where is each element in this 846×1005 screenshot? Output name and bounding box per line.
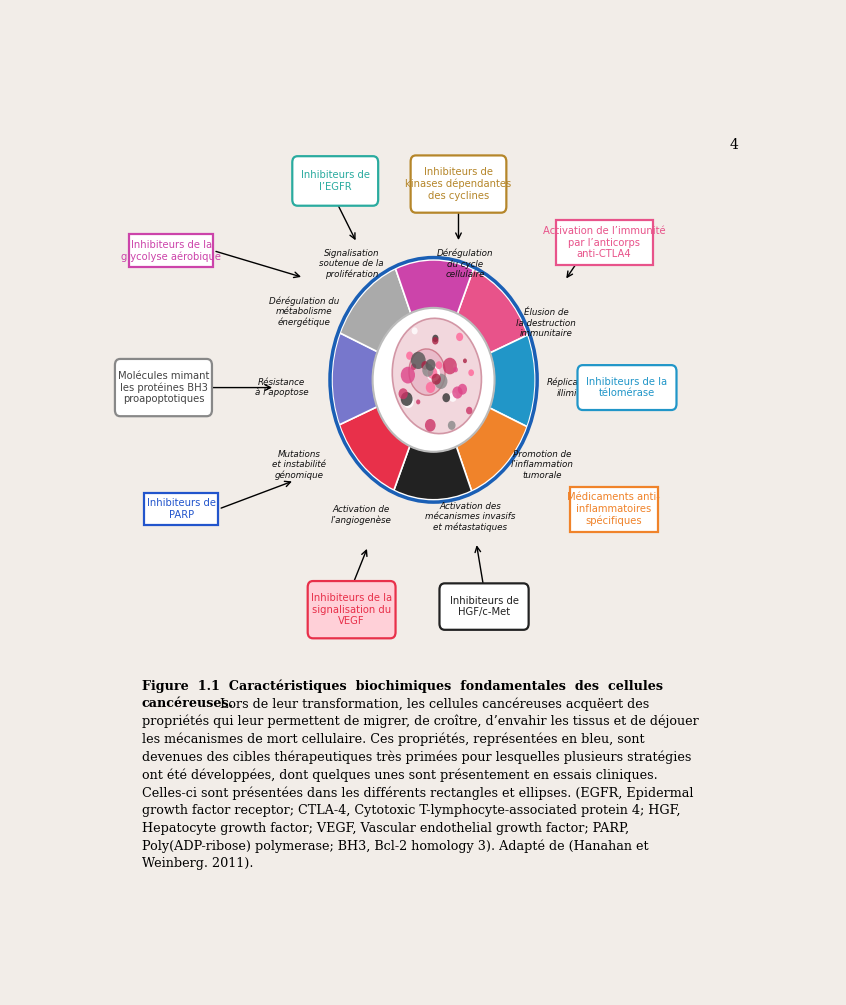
Circle shape xyxy=(442,358,457,374)
Text: Hepatocyte growth factor; VEGF, Vascular endothelial growth factor; PARP,: Hepatocyte growth factor; VEGF, Vascular… xyxy=(142,822,629,835)
Circle shape xyxy=(425,419,436,431)
Text: Signalisation
soutenue de la
prolifération: Signalisation soutenue de la proliférati… xyxy=(319,248,384,279)
Ellipse shape xyxy=(409,349,445,395)
Wedge shape xyxy=(488,335,536,427)
Text: 4: 4 xyxy=(729,139,739,153)
Text: Médicaments anti-
inflammatoires
spécifiques: Médicaments anti- inflammatoires spécifi… xyxy=(568,492,661,526)
Text: Élusion de
la destruction
immunitaire: Élusion de la destruction immunitaire xyxy=(516,309,576,339)
Text: Inhibiteurs de
HGF/c-Met: Inhibiteurs de HGF/c-Met xyxy=(449,596,519,617)
Text: Activation des
mécanismes invasifs
et métastatiques: Activation des mécanismes invasifs et mé… xyxy=(425,501,515,532)
Text: Celles-ci sont présentées dans les différents rectangles et ellipses. (EGFR, Epi: Celles-ci sont présentées dans les diffé… xyxy=(142,786,694,800)
Circle shape xyxy=(442,393,450,402)
Text: Activation de l’immunité
par l’anticorps
anti-CTLA4: Activation de l’immunité par l’anticorps… xyxy=(543,226,665,259)
Circle shape xyxy=(463,359,467,363)
Circle shape xyxy=(456,333,463,341)
Circle shape xyxy=(431,374,441,385)
Wedge shape xyxy=(396,260,473,316)
Text: cancéreuses.: cancéreuses. xyxy=(142,697,233,711)
Text: propriétés qui leur permettent de migrer, de croître, d’envahir les tissus et de: propriétés qui leur permettent de migrer… xyxy=(142,715,699,729)
Text: ont été développées, dont quelques unes sont présentement en essais cliniques.: ont été développées, dont quelques unes … xyxy=(142,768,657,782)
Circle shape xyxy=(410,364,416,370)
Text: Inhibiteurs de
l’EGFR: Inhibiteurs de l’EGFR xyxy=(300,170,370,192)
Text: Résistance
à l’apoptose: Résistance à l’apoptose xyxy=(255,378,308,397)
Circle shape xyxy=(453,392,457,397)
Text: Mutations
et instabilité
génomique: Mutations et instabilité génomique xyxy=(272,450,327,480)
Circle shape xyxy=(448,421,455,430)
Circle shape xyxy=(427,367,437,379)
Circle shape xyxy=(466,407,472,414)
Wedge shape xyxy=(394,444,471,499)
Wedge shape xyxy=(339,406,410,490)
Circle shape xyxy=(449,393,457,402)
Circle shape xyxy=(401,392,413,406)
Circle shape xyxy=(453,364,458,369)
Text: Réplication
illimité: Réplication illimité xyxy=(547,378,596,398)
Circle shape xyxy=(436,361,442,369)
Circle shape xyxy=(398,388,408,399)
Circle shape xyxy=(422,364,433,377)
Wedge shape xyxy=(396,260,473,316)
Text: growth factor receptor; CTLA-4, Cytotoxic T-lymphocyte-associated protein 4; HGF: growth factor receptor; CTLA-4, Cytotoxi… xyxy=(142,804,680,817)
Text: Activation de
l’angiogenèse: Activation de l’angiogenèse xyxy=(331,506,392,526)
Text: Poly(ADP-ribose) polymerase; BH3, Bcl-2 homology 3). Adapté de (Hanahan et: Poly(ADP-ribose) polymerase; BH3, Bcl-2 … xyxy=(142,839,648,853)
Ellipse shape xyxy=(393,319,481,433)
Text: Inhibiteurs de la
signalisation du
VEGF: Inhibiteurs de la signalisation du VEGF xyxy=(311,593,393,626)
Text: devenues des cibles thérapeutiques très primées pour lesquelles plusieurs straté: devenues des cibles thérapeutiques très … xyxy=(142,751,691,764)
Bar xyxy=(556,220,652,265)
Wedge shape xyxy=(457,269,528,354)
Circle shape xyxy=(403,395,414,408)
Text: Inhibiteurs de
kinases dépendantes
des cyclines: Inhibiteurs de kinases dépendantes des c… xyxy=(405,167,512,201)
Circle shape xyxy=(373,309,494,451)
Text: Dérégulation du
métabolisme
énergétique: Dérégulation du métabolisme énergétique xyxy=(269,296,339,328)
Circle shape xyxy=(412,328,418,335)
Text: Molécules mimant
les protéines BH3
proapoptotiques: Molécules mimant les protéines BH3 proap… xyxy=(118,371,209,404)
Text: Figure  1.1  Caractéristiques  biochimiques  fondamentales  des  cellules: Figure 1.1 Caractéristiques biochimiques… xyxy=(142,679,662,692)
FancyBboxPatch shape xyxy=(308,581,396,638)
FancyBboxPatch shape xyxy=(410,156,507,213)
Text: Inhibiteurs de la
glycolyse aérobique: Inhibiteurs de la glycolyse aérobique xyxy=(121,239,222,261)
FancyBboxPatch shape xyxy=(439,583,529,630)
Circle shape xyxy=(406,352,413,360)
FancyBboxPatch shape xyxy=(115,359,212,416)
Circle shape xyxy=(421,361,429,370)
Text: les mécanismes de mort cellulaire. Ces propriétés, représentées en bleu, sont: les mécanismes de mort cellulaire. Ces p… xyxy=(142,733,645,747)
Circle shape xyxy=(432,337,438,345)
Circle shape xyxy=(469,370,474,376)
Bar xyxy=(144,492,218,526)
Circle shape xyxy=(401,367,415,384)
Circle shape xyxy=(416,399,420,404)
Text: Promotion de
l’inflammation
tumorale: Promotion de l’inflammation tumorale xyxy=(510,450,574,479)
Circle shape xyxy=(453,386,463,399)
Circle shape xyxy=(426,366,440,381)
Text: Weinberg. 2011).: Weinberg. 2011). xyxy=(142,857,253,870)
Circle shape xyxy=(426,359,436,371)
Text: Dérégulation
du cycle
cellulaire: Dérégulation du cycle cellulaire xyxy=(437,248,493,279)
Circle shape xyxy=(458,384,467,395)
Text: Lors de leur transformation, les cellules cancéreuses acquëert des: Lors de leur transformation, les cellule… xyxy=(216,697,649,711)
Circle shape xyxy=(426,382,435,393)
Wedge shape xyxy=(332,333,379,425)
Circle shape xyxy=(435,374,448,389)
Bar xyxy=(569,486,658,532)
Bar xyxy=(129,234,213,267)
Wedge shape xyxy=(340,268,411,353)
Text: Inhibiteurs de la
télomérase: Inhibiteurs de la télomérase xyxy=(586,377,667,398)
Circle shape xyxy=(432,335,438,342)
FancyBboxPatch shape xyxy=(578,365,677,410)
Circle shape xyxy=(453,367,458,373)
Wedge shape xyxy=(340,268,411,353)
Circle shape xyxy=(411,352,426,369)
FancyBboxPatch shape xyxy=(292,156,378,206)
Wedge shape xyxy=(456,407,527,491)
Text: Inhibiteurs de
PARP: Inhibiteurs de PARP xyxy=(146,498,216,520)
